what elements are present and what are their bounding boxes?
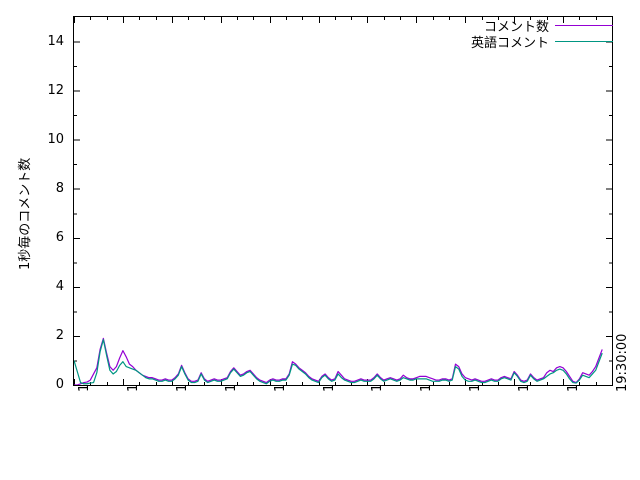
legend-entry-english: 英語コメント bbox=[443, 33, 613, 51]
series-line bbox=[74, 339, 603, 385]
y-tick-label: 0 bbox=[55, 377, 64, 392]
plot-svg bbox=[74, 17, 612, 385]
y-tick-label: 12 bbox=[47, 82, 64, 98]
x-tick-label: 19:30:00 bbox=[615, 333, 630, 392]
legend-label-english: 英語コメント bbox=[470, 35, 549, 51]
y-tick-label: 14 bbox=[47, 33, 64, 49]
legend-entry-comments: コメント数 bbox=[443, 17, 613, 35]
y-tick-label: 4 bbox=[55, 278, 64, 294]
legend-label-comments: コメント数 bbox=[483, 19, 549, 35]
y-tick-label: 6 bbox=[55, 229, 64, 245]
plot-area bbox=[73, 16, 613, 386]
series-line bbox=[74, 337, 603, 385]
legend-swatch-comments bbox=[555, 24, 613, 26]
y-tick-label: 8 bbox=[55, 180, 64, 196]
chart-legend: コメント数 英語コメント bbox=[443, 17, 613, 51]
y-tick-label: 10 bbox=[47, 131, 64, 147]
legend-swatch-english bbox=[555, 40, 613, 42]
y-axis-title: 1秒毎のコメント数 bbox=[18, 157, 33, 270]
y-tick-label: 2 bbox=[55, 327, 64, 343]
